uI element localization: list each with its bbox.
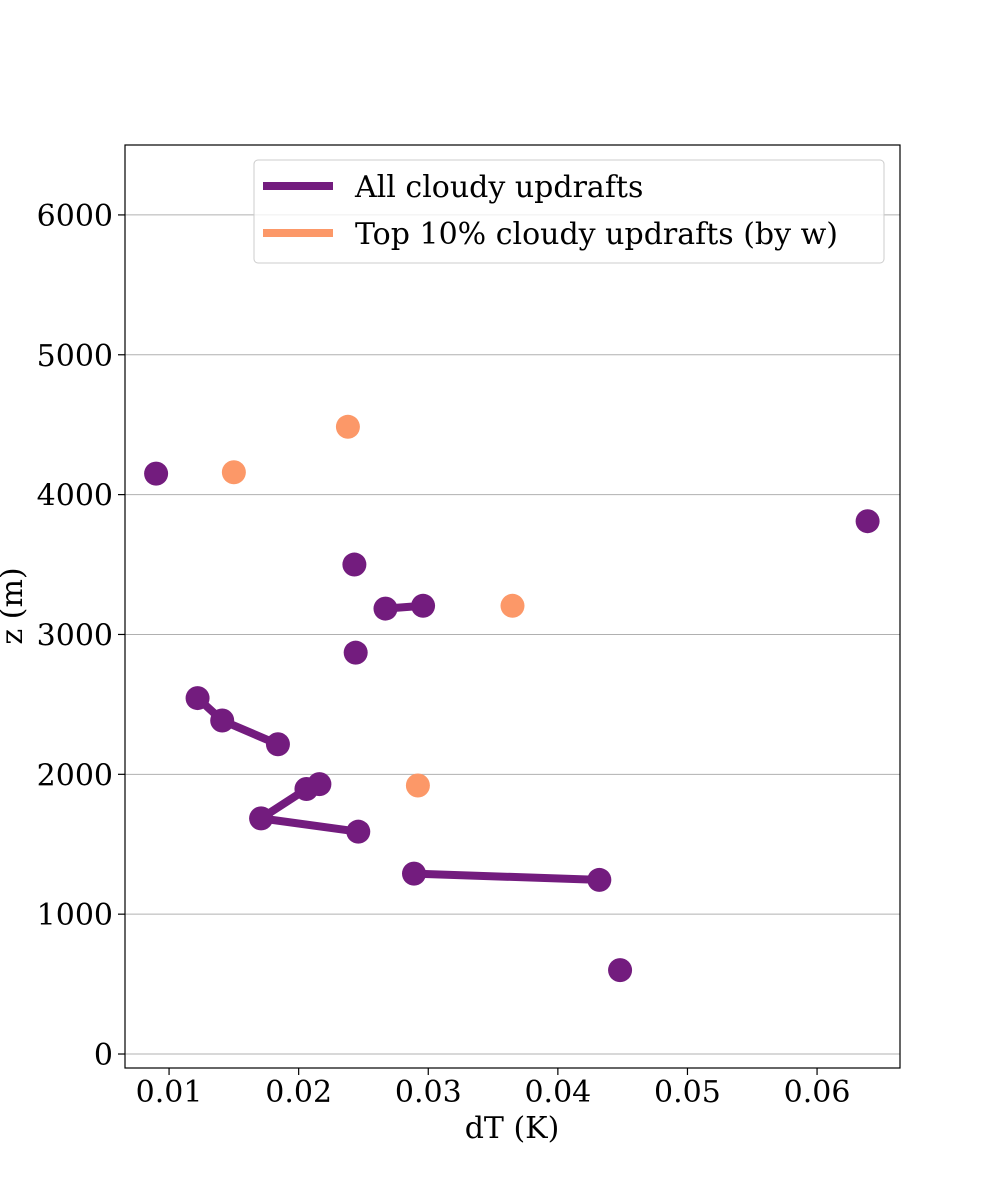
y-axis-label: z (m) — [0, 567, 30, 644]
series-1 — [221, 414, 525, 798]
data-point — [144, 461, 169, 486]
data-point — [185, 686, 210, 711]
series-line — [194, 695, 280, 748]
data-point — [608, 958, 633, 983]
y-axis: 0 1000 2000 3000 4000 5000 6000 — [37, 199, 125, 1073]
y-tick-label: 6000 — [37, 199, 113, 234]
x-tick-label: 0.02 — [265, 1075, 332, 1110]
y-tick-label: 5000 — [37, 339, 113, 374]
y-tick-label: 4000 — [37, 479, 113, 514]
data-point — [265, 732, 290, 757]
data-point — [411, 593, 436, 618]
data-point — [335, 414, 360, 439]
legend: All cloudy updrafts Top 10% cloudy updra… — [253, 159, 885, 264]
data-point — [342, 552, 367, 577]
y-tick-label: 0 — [94, 1038, 113, 1073]
series-0 — [144, 461, 880, 983]
legend-label-all: All cloudy updrafts — [354, 170, 643, 205]
data-point — [307, 772, 332, 797]
data-point — [855, 509, 880, 534]
y-tick-label: 1000 — [37, 898, 113, 933]
x-axis-label: dT (K) — [465, 1111, 560, 1146]
data-point — [402, 861, 427, 886]
data-point — [249, 806, 274, 831]
grid-lines — [125, 214, 900, 1055]
x-axis: 0.01 0.02 0.03 0.04 0.05 0.06 — [136, 1068, 851, 1110]
data-point — [210, 708, 235, 733]
data-point — [373, 596, 398, 621]
legend-box — [253, 159, 885, 264]
x-tick-label: 0.01 — [136, 1075, 203, 1110]
x-tick-label: 0.04 — [524, 1075, 591, 1110]
legend-label-top10: Top 10% cloudy updrafts (by w) — [355, 217, 838, 252]
x-tick-label: 0.03 — [395, 1075, 462, 1110]
x-tick-label: 0.05 — [654, 1075, 721, 1110]
data-point — [343, 640, 368, 665]
data-point — [405, 773, 430, 798]
data-point — [346, 819, 371, 844]
y-tick-label: 3000 — [37, 618, 113, 653]
x-tick-label: 0.06 — [784, 1075, 851, 1110]
series-line — [413, 869, 600, 884]
plot-frame — [124, 144, 901, 1069]
y-tick-label: 2000 — [37, 758, 113, 793]
data-point — [587, 867, 612, 892]
data-point — [500, 593, 525, 618]
series-layer — [144, 414, 880, 983]
data-point — [221, 460, 246, 485]
